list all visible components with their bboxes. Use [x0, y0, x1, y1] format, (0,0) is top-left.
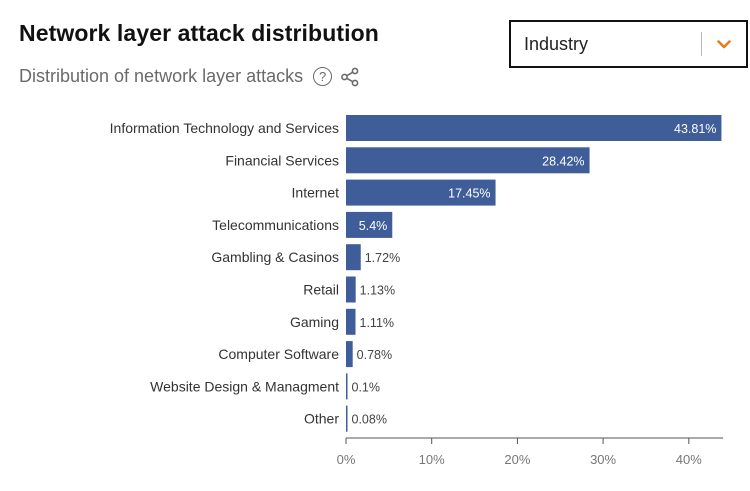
value-label: 17.45% — [448, 187, 490, 201]
industry-dropdown[interactable]: Industry — [509, 20, 748, 68]
dropdown-separator — [701, 32, 702, 56]
page-subtitle: Distribution of network layer attacks — [19, 66, 304, 86]
bar — [346, 276, 356, 303]
value-label: 43.81% — [674, 122, 716, 136]
value-label: 5.4% — [359, 219, 388, 233]
x-tick-label: 30% — [590, 452, 616, 467]
value-label: 1.13% — [360, 284, 395, 298]
value-label: 1.11% — [360, 316, 395, 330]
page-title: Network layer attack distribution — [19, 20, 379, 46]
category-label: Telecommunications — [212, 217, 339, 233]
category-label: Other — [304, 411, 339, 427]
bar — [346, 179, 496, 206]
category-label: Website Design & Managment — [150, 378, 339, 394]
bar — [346, 373, 348, 400]
value-label: 0.78% — [357, 348, 392, 362]
category-label: Retail — [303, 282, 339, 298]
bar — [346, 147, 590, 174]
dropdown-selected-value: Industry — [524, 33, 589, 54]
category-label: Financial Services — [225, 152, 339, 168]
share-icon[interactable] — [340, 67, 360, 87]
category-label: Information Technology and Services — [110, 120, 339, 136]
value-label: 1.72% — [365, 251, 400, 265]
bar — [346, 308, 356, 335]
x-tick-label: 10% — [419, 452, 445, 467]
bar — [346, 405, 348, 432]
question-circle-icon[interactable]: ? — [313, 67, 333, 86]
x-tick-label: 20% — [504, 452, 530, 467]
subtitle-row: Distribution of network layer attacks ? — [19, 66, 360, 87]
category-label: Gaming — [290, 314, 339, 330]
chevron-down-icon[interactable] — [702, 34, 746, 54]
category-label: Computer Software — [218, 346, 339, 362]
x-tick-label: 0% — [337, 452, 356, 467]
category-label: Internet — [292, 185, 340, 201]
x-tick-label: 40% — [676, 452, 702, 467]
bar — [346, 115, 722, 141]
category-label: Gambling & Casinos — [211, 249, 339, 265]
bar — [346, 244, 361, 271]
value-label: 0.08% — [352, 413, 387, 427]
bar — [346, 211, 393, 238]
value-label: 28.42% — [542, 154, 584, 168]
value-label: 0.1% — [352, 380, 381, 394]
bar — [346, 341, 353, 368]
